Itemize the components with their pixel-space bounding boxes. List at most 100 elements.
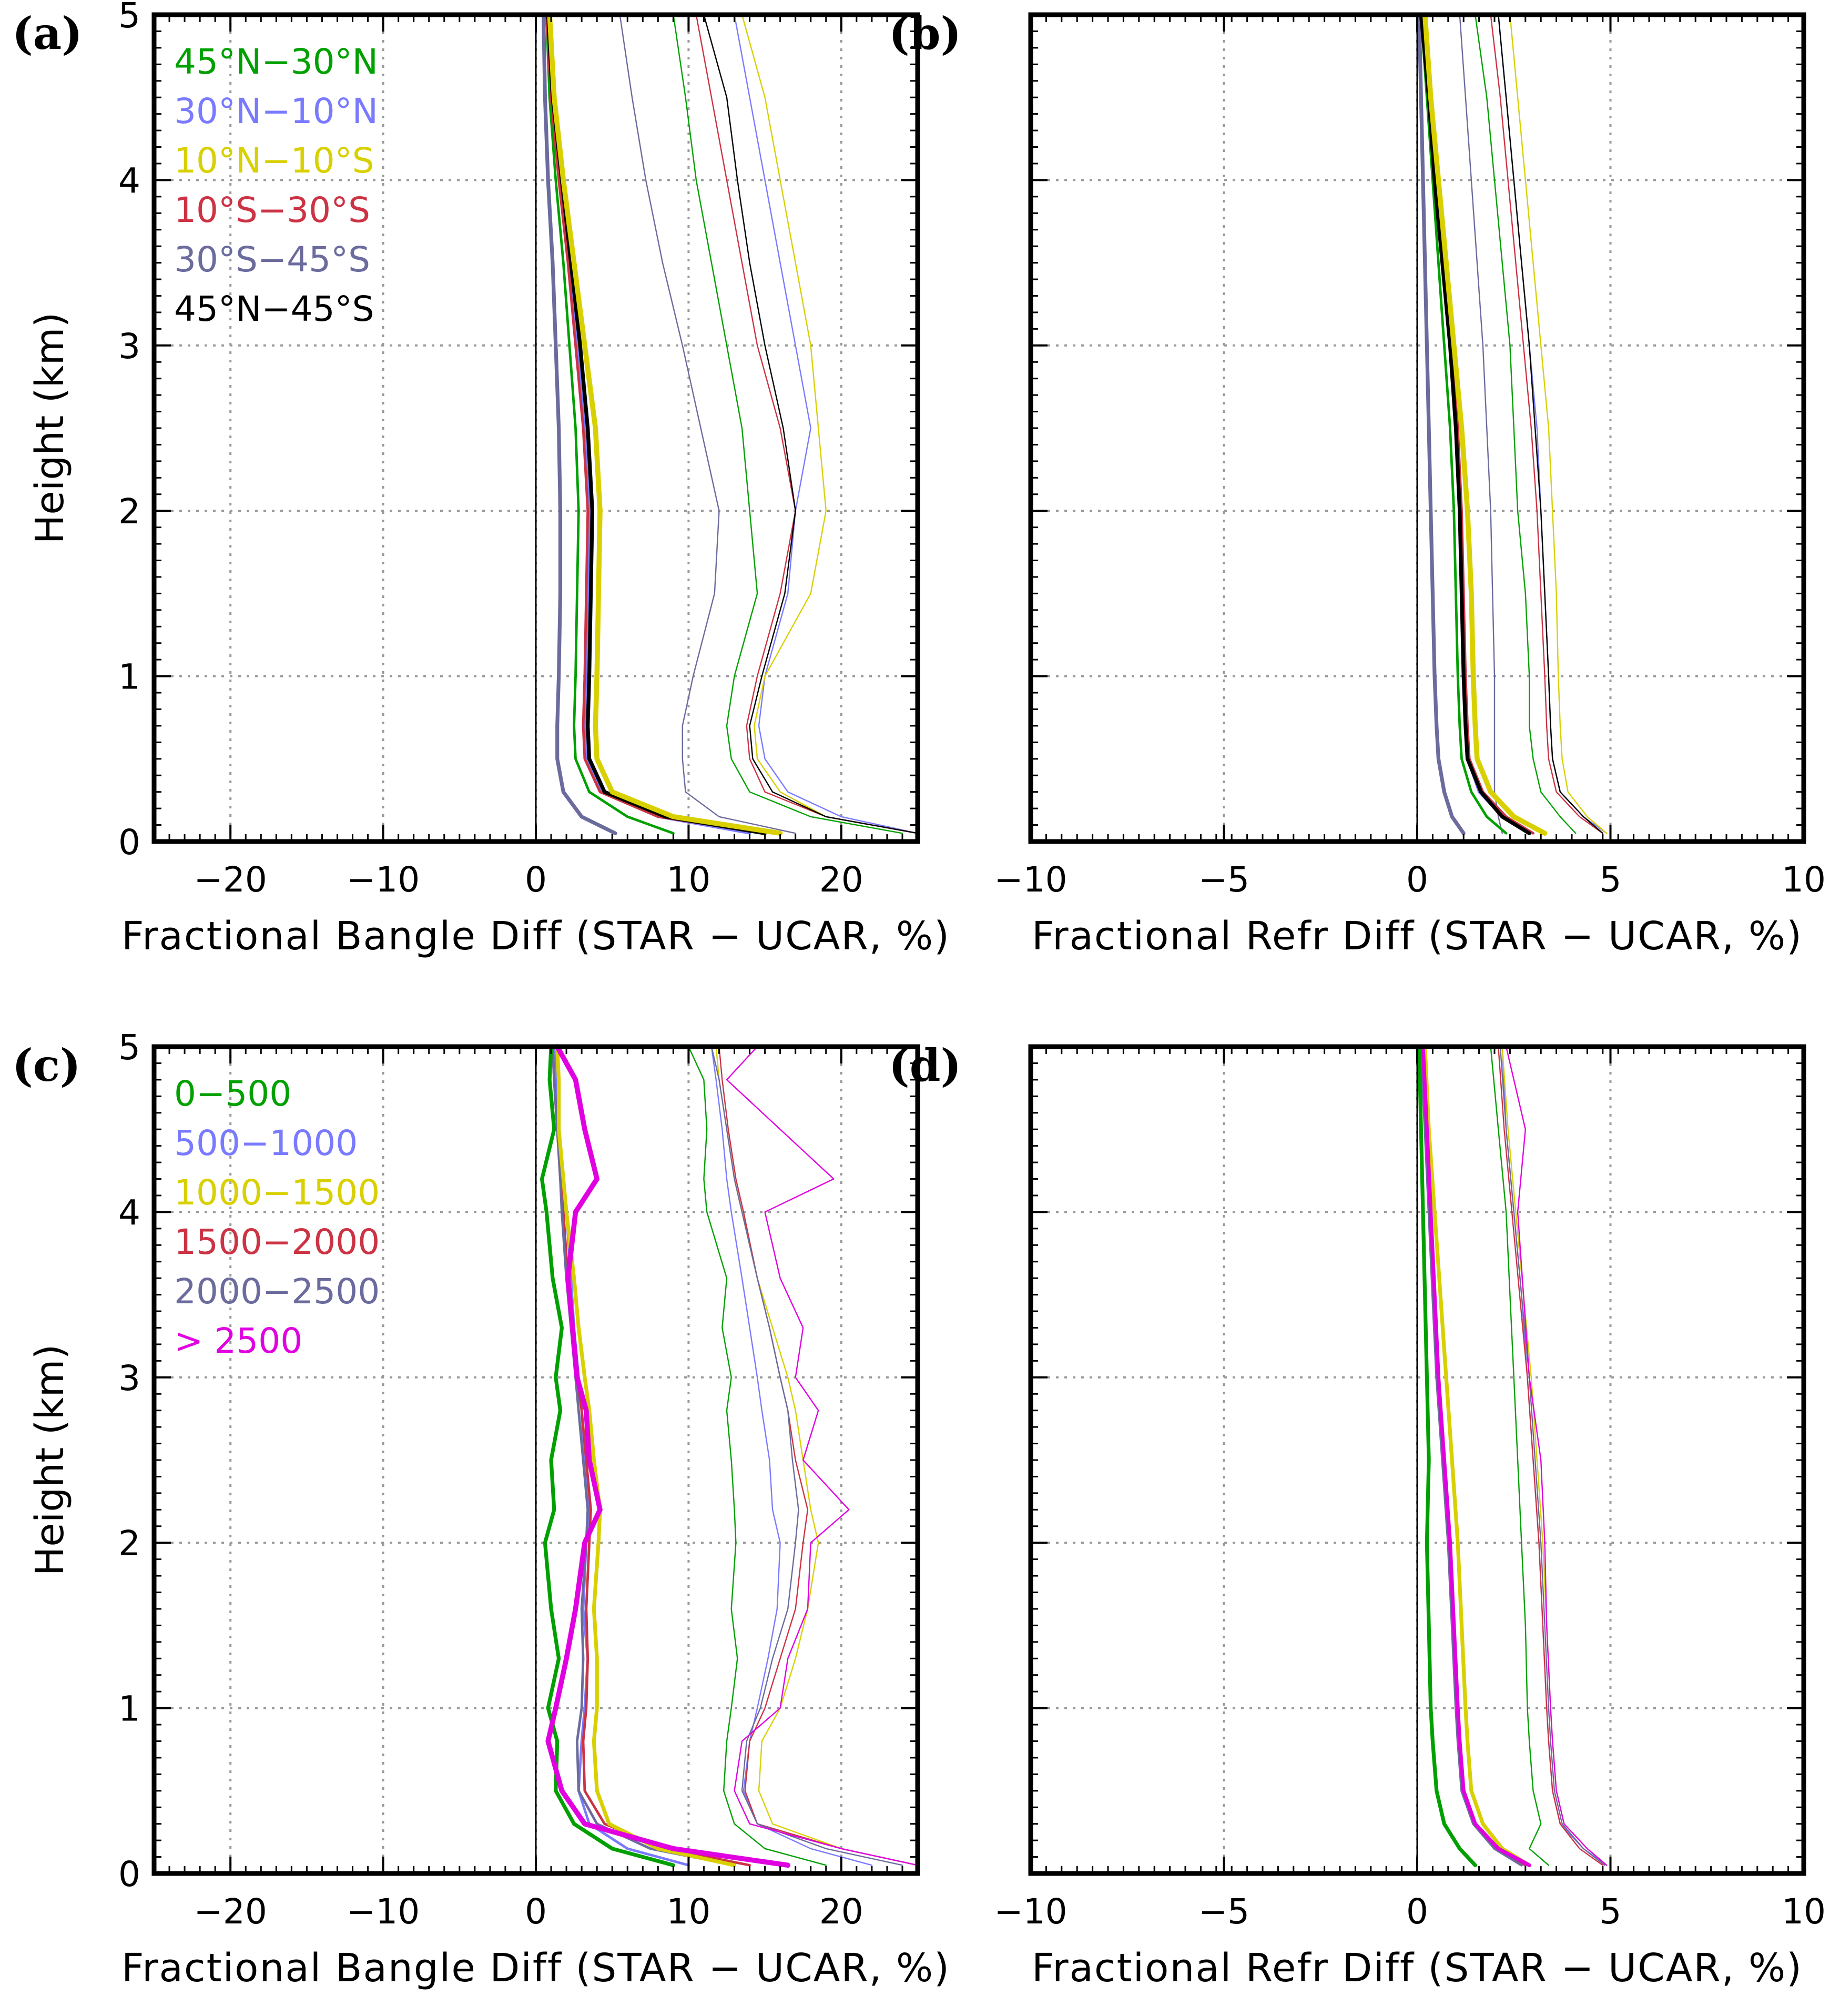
panel-a: −20 −10 0 10 20 0 1 2 3 4 5 Fractional Bangle Diff … (12, 0, 950, 959)
series-line-blue-7 (734, 14, 919, 834)
y-tick-label: 4 (118, 160, 140, 201)
panel-label: (b) (889, 7, 961, 59)
legend-entry: 30°N−10°N (174, 91, 378, 131)
series-line-green-6 (1475, 14, 1577, 834)
plot-frame (151, 12, 920, 844)
x-axis-label: Fractional Refr Diff (STAR − UCAR, %) (1032, 1946, 1803, 1991)
y-tick-label: 2 (118, 1523, 140, 1564)
y-tick-label: 1 (118, 1689, 140, 1729)
series-line-green-6 (688, 1046, 827, 1866)
legend-entry: 0−500 (174, 1073, 291, 1114)
x-tick-label: 0 (525, 1891, 547, 1932)
x-tick-label: 20 (819, 1891, 863, 1932)
x-tick-label: 0 (525, 859, 547, 900)
legend-entry: 500−1000 (174, 1123, 358, 1163)
legend-entry: 1500−2000 (174, 1222, 380, 1262)
panel-label: (d) (889, 1039, 961, 1091)
x-tick-label: 10 (1782, 1891, 1826, 1932)
x-tick-label: −10 (994, 1891, 1067, 1932)
series-line-slate-4 (1419, 1045, 1523, 1867)
y-tick-label: 3 (118, 1358, 140, 1399)
series-line-red-9 (1498, 1046, 1604, 1866)
x-tick-label: 10 (666, 1891, 710, 1932)
panel-label: (c) (12, 1039, 81, 1091)
legend-entry: 10°N−10°S (174, 140, 374, 181)
x-tick-label: 20 (819, 859, 863, 900)
x-tick-label: −10 (347, 1891, 420, 1932)
series-line-2000−2500 (551, 1045, 736, 1867)
series-line-magenta-11 (726, 1046, 919, 1866)
x-axis-label: Fractional Bangle Diff (STAR − UCAR, %) (121, 1946, 950, 1991)
series-line-10°N−10°S (547, 12, 783, 836)
legend-entry: > 2500 (174, 1321, 302, 1361)
x-tick-label: −5 (1198, 1891, 1249, 1932)
y-tick-label: 3 (118, 326, 140, 367)
series-line-blue-7 (1498, 14, 1608, 834)
series-line-yellow-8 (1509, 14, 1608, 834)
x-tick-label: −10 (994, 859, 1067, 900)
series-line-green-6 (673, 14, 903, 834)
x-tick-label: 0 (1406, 859, 1428, 900)
y-tick-label: 4 (118, 1192, 140, 1233)
plot-frame (151, 1044, 920, 1876)
x-tick-label: −20 (194, 859, 267, 900)
series-line-slate-10 (710, 1046, 903, 1866)
y-tick-label: 5 (118, 1027, 140, 1068)
series-line-magenta-5 (1421, 1045, 1531, 1867)
series-line-slate-10 (1499, 1046, 1605, 1866)
legend-entry: 45°N−30°N (174, 42, 378, 82)
series-line-green-0 (1419, 13, 1508, 835)
series-line-slate-4 (1417, 13, 1466, 835)
y-tick-label: 2 (118, 491, 140, 532)
panel-c: −20 −10 0 10 20 0 1 2 3 4 5 Fractional Bangle Diff … (12, 1027, 950, 1991)
series-line-slate-10 (619, 14, 796, 834)
x-tick-label: −10 (347, 859, 420, 900)
panel-d: −10 −5 0 5 10 Fractional Refr Diff (STAR − UC… (889, 1039, 1826, 1991)
series-line-yellow-2 (1423, 1045, 1531, 1867)
series-line-red-9 (718, 1046, 919, 1866)
x-tick-label: 5 (1600, 859, 1622, 900)
series-line-green-0 (1417, 1045, 1477, 1867)
legend-entry: 10°S−30°S (174, 190, 370, 230)
series-line-blue-7 (710, 1046, 873, 1866)
y-tick-label: 0 (118, 1854, 140, 1895)
x-tick-label: −5 (1198, 859, 1249, 900)
series-line-black-5 (1419, 13, 1531, 835)
legend-entry: 1000−1500 (174, 1172, 380, 1213)
y-axis-label: Height (km) (27, 1344, 73, 1576)
plot-frame (1028, 12, 1806, 844)
y-axis-label: Height (km) (27, 312, 73, 544)
panel-label: (a) (12, 7, 83, 59)
x-axis-label: Fractional Refr Diff (STAR − UCAR, %) (1032, 914, 1803, 959)
x-axis-label: Fractional Bangle Diff (STAR − UCAR, %) (121, 914, 950, 959)
legend-entry: 30°S−45°S (174, 239, 370, 280)
x-tick-label: 10 (1782, 859, 1826, 900)
legend-entry: 45°N−45°S (174, 289, 374, 329)
series-line-0−500 (540, 1045, 676, 1867)
series-line-black-11 (1498, 14, 1604, 834)
y-tick-label: 5 (118, 0, 140, 36)
y-tick-label: 1 (118, 657, 140, 697)
legend-entry: 2000−2500 (174, 1271, 380, 1312)
series-line-magenta-11 (1505, 1046, 1608, 1866)
series-line-green-6 (1490, 1046, 1550, 1866)
x-tick-label: 10 (666, 859, 710, 900)
x-tick-label: 5 (1600, 1891, 1622, 1932)
series-line-500−1000 (553, 1045, 690, 1867)
series-line-30°S−45°S (541, 13, 617, 835)
series-line-45°N−30°N (545, 13, 675, 835)
series-line-slate-10 (1459, 14, 1503, 834)
series-line-black-11 (703, 14, 919, 834)
x-tick-label: −20 (194, 1891, 267, 1932)
series-line-10°S−30°S (545, 13, 766, 835)
series-line-yellow-2 (1422, 12, 1548, 836)
plot-frame (1028, 1044, 1806, 1876)
x-tick-label: 0 (1406, 1891, 1428, 1932)
series-line-red-9 (1490, 14, 1604, 834)
y-tick-label: 0 (118, 822, 140, 863)
series-line-red-9 (695, 14, 919, 834)
series-line-red-3 (1421, 13, 1534, 835)
series-line-> 2500 (545, 1044, 790, 1868)
series-line-yellow-8 (741, 14, 919, 834)
